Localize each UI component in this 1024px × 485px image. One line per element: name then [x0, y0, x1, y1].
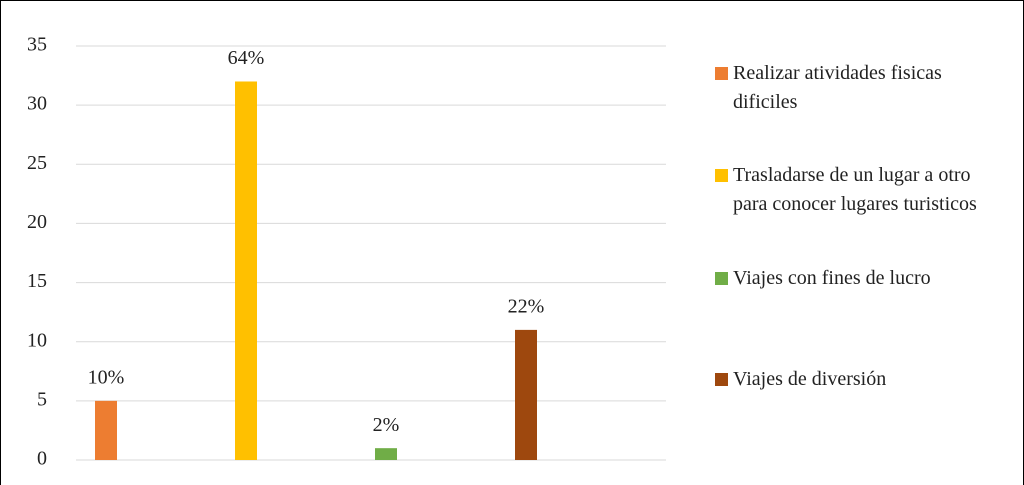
data-label: 22%: [508, 295, 545, 317]
legend-swatch: [715, 169, 728, 182]
legend-label: Viajes con fines de lucro: [733, 267, 931, 289]
legend-item: Viajes con fines de lucro: [715, 264, 1005, 293]
legend-item: Viajes de diversión: [715, 365, 1005, 394]
bar: [95, 400, 117, 460]
data-label: 10%: [88, 366, 125, 388]
legend-swatch: [715, 67, 728, 80]
legend-swatch: [715, 373, 728, 386]
data-label: 64%: [228, 47, 265, 69]
bar: [235, 81, 257, 460]
legend-label: Viajes de diversión: [733, 368, 887, 390]
legend-item: Realizar atividades fisicas dificiles: [715, 59, 1005, 116]
y-tick-label: 15: [27, 270, 47, 292]
y-tick-label: 5: [37, 388, 47, 410]
legend-item: Trasladarse de un lugar a otro para cono…: [715, 161, 1005, 218]
legend-swatch: [715, 272, 728, 285]
y-tick-label: 0: [37, 448, 47, 470]
legend-label: Realizar atividades fisicas dificiles: [733, 62, 942, 113]
y-tick-label: 30: [27, 93, 47, 115]
data-label: 2%: [373, 414, 400, 436]
y-tick-label: 20: [27, 211, 47, 233]
bar: [375, 448, 397, 460]
y-tick-label: 35: [27, 34, 47, 56]
legend-label: Trasladarse de un lugar a otro para cono…: [733, 164, 977, 215]
bar: [515, 329, 537, 460]
y-tick-label: 25: [27, 152, 47, 174]
y-tick-label: 10: [27, 329, 47, 351]
